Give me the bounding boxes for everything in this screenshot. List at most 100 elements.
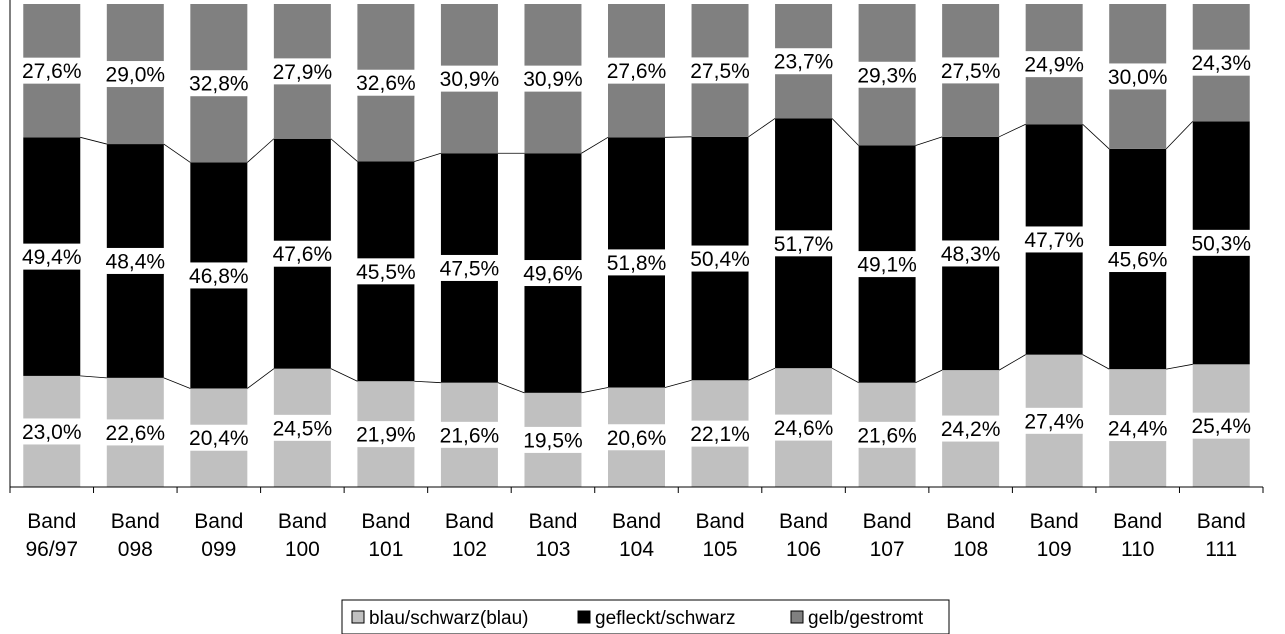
data-label-bg bbox=[1180, 49, 1263, 76]
data-label: 24,5% bbox=[273, 417, 333, 440]
x-tick-label: Band 108 bbox=[946, 510, 995, 561]
data-label-bg bbox=[679, 57, 762, 84]
data-label: 47,6% bbox=[273, 243, 333, 266]
data-label-bg bbox=[10, 243, 93, 270]
data-label: 49,4% bbox=[22, 246, 82, 269]
data-label-bg bbox=[94, 61, 177, 88]
legend-label: blau/schwarz(blau) bbox=[369, 608, 528, 629]
data-label: 49,6% bbox=[523, 263, 583, 286]
data-label: 51,8% bbox=[607, 252, 667, 275]
data-label: 30,9% bbox=[523, 68, 583, 91]
data-label: 22,1% bbox=[690, 423, 750, 446]
series-line bbox=[831, 367, 859, 384]
data-label-bg bbox=[1096, 246, 1179, 273]
data-label-bg bbox=[929, 57, 1012, 84]
data-label: 21,6% bbox=[857, 424, 917, 447]
data-label-bg bbox=[1096, 415, 1179, 442]
series-line bbox=[414, 380, 441, 384]
data-label-bg bbox=[929, 415, 1012, 442]
series-line bbox=[1165, 121, 1194, 150]
data-label: 50,3% bbox=[1191, 232, 1251, 255]
data-label-bg bbox=[511, 426, 594, 453]
data-label: 50,4% bbox=[690, 248, 750, 271]
data-label-bg bbox=[10, 418, 93, 445]
plot-area: 23,0% 22,6% 20,4% 24,5% 21,9% 21,6% 19,5% 20,6%… bbox=[9, 0, 1264, 561]
legend: blau/schwarz(blau) gefleckt/schwarz gelb/g… bbox=[341, 599, 950, 634]
data-label-bg bbox=[511, 65, 594, 92]
series-line bbox=[664, 379, 692, 388]
data-label-bg bbox=[595, 424, 678, 451]
x-tick-label: Band 098 bbox=[111, 510, 160, 561]
x-tick-label: Band 106 bbox=[779, 510, 828, 561]
data-label: 23,0% bbox=[22, 421, 82, 444]
x-tick-label: Band 96/97 bbox=[25, 510, 78, 561]
data-label-bg bbox=[177, 262, 260, 289]
x-tick-label: Band 102 bbox=[445, 510, 494, 561]
series-line bbox=[1166, 363, 1193, 370]
data-label-bg bbox=[511, 260, 594, 287]
data-label-bg bbox=[344, 258, 427, 285]
data-label: 21,9% bbox=[356, 424, 416, 447]
series-line bbox=[581, 387, 609, 394]
series-line bbox=[748, 367, 776, 381]
data-label: 30,0% bbox=[1108, 66, 1168, 89]
data-label-bg bbox=[679, 245, 762, 272]
series-line bbox=[414, 152, 442, 162]
series-line bbox=[247, 138, 275, 163]
data-label: 24,6% bbox=[774, 417, 834, 440]
series-line bbox=[998, 123, 1026, 138]
series-line bbox=[748, 118, 776, 138]
data-label: 46,8% bbox=[189, 265, 249, 288]
x-tick-label: Band 099 bbox=[194, 510, 243, 561]
data-label-bg bbox=[1096, 63, 1179, 90]
series-line bbox=[915, 136, 943, 146]
data-label-bg bbox=[177, 70, 260, 97]
data-label-bg bbox=[1013, 407, 1096, 434]
data-label: 29,3% bbox=[857, 64, 917, 87]
x-tick-label: Band 101 bbox=[361, 510, 410, 561]
data-label: 20,4% bbox=[189, 427, 249, 450]
x-tick-label: Band 103 bbox=[528, 510, 577, 561]
data-label: 23,7% bbox=[774, 51, 834, 74]
data-label: 21,6% bbox=[440, 424, 500, 447]
series-line bbox=[330, 138, 358, 162]
x-tick-label: Band 109 bbox=[1030, 510, 1079, 561]
series-line bbox=[80, 375, 107, 379]
data-label: 19,5% bbox=[523, 429, 583, 452]
data-label-bg bbox=[428, 254, 511, 281]
legend-label: gefleckt/schwarz bbox=[595, 608, 735, 629]
x-tick-label: Band 107 bbox=[863, 510, 912, 561]
series-line bbox=[831, 118, 859, 146]
data-label: 49,1% bbox=[857, 254, 917, 277]
data-label-bg bbox=[1013, 51, 1096, 78]
data-label: 45,6% bbox=[1108, 249, 1168, 272]
data-label: 47,7% bbox=[1024, 229, 1084, 252]
data-label-bg bbox=[94, 419, 177, 446]
series-line bbox=[163, 143, 191, 163]
data-label-bg bbox=[762, 48, 845, 75]
data-label-bg bbox=[177, 424, 260, 451]
data-label-bg bbox=[428, 65, 511, 92]
series-line bbox=[80, 136, 107, 145]
x-tick-label: Band 110 bbox=[1113, 510, 1162, 561]
series-line bbox=[163, 377, 191, 389]
legend-label: gelb/gestromt bbox=[808, 608, 924, 629]
data-label: 32,6% bbox=[356, 72, 416, 95]
legend-swatch bbox=[790, 610, 804, 624]
x-tick-label: Band 104 bbox=[612, 510, 661, 561]
data-label-bg bbox=[10, 57, 93, 84]
data-label-bg bbox=[595, 57, 678, 84]
series-line bbox=[247, 368, 275, 389]
data-label-bg bbox=[595, 249, 678, 276]
x-tick-label: Band 105 bbox=[696, 510, 745, 561]
data-label-bg bbox=[1013, 226, 1096, 253]
data-label: 27,6% bbox=[22, 60, 82, 83]
data-label-bg bbox=[261, 58, 344, 85]
data-label: 25,4% bbox=[1191, 415, 1251, 438]
data-label: 24,2% bbox=[941, 418, 1001, 441]
x-tick-label: Band 111 bbox=[1197, 510, 1246, 561]
data-label: 32,8% bbox=[189, 73, 249, 96]
data-label-bg bbox=[344, 421, 427, 448]
data-label-bg bbox=[846, 421, 929, 448]
